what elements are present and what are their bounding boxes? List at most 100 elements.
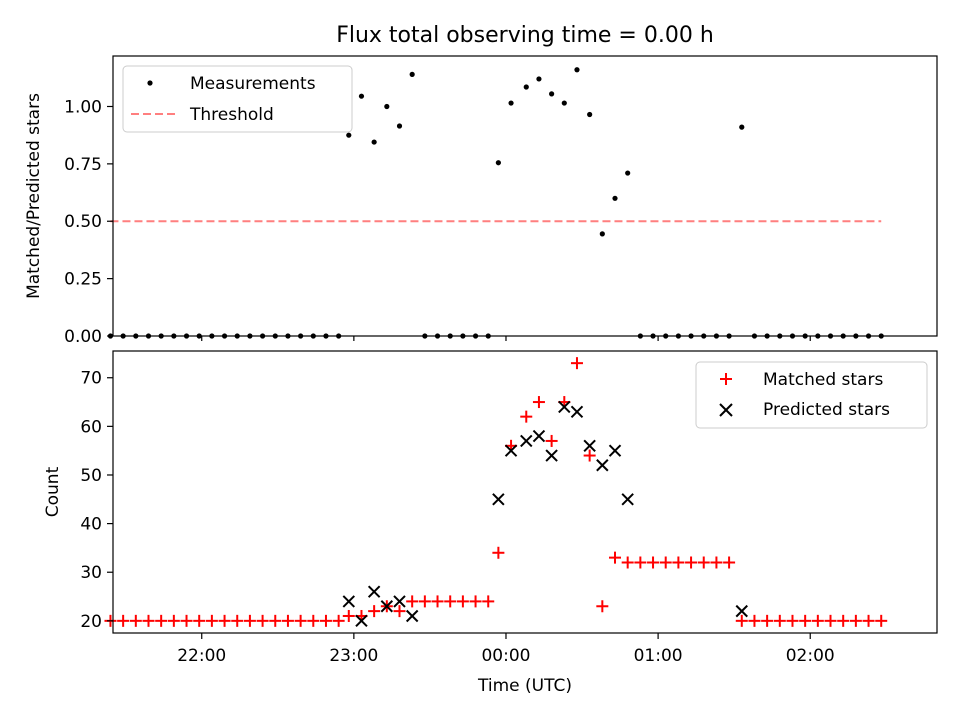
matched-star-point bbox=[761, 614, 774, 627]
top-y-tick-label: 1.00 bbox=[64, 97, 102, 117]
measurement-point bbox=[523, 84, 529, 90]
measurement-point bbox=[508, 100, 514, 106]
predicted-star-point bbox=[735, 604, 748, 618]
matched-star-point bbox=[634, 556, 647, 569]
measurement-point bbox=[599, 231, 605, 237]
matched-star-point bbox=[697, 556, 710, 569]
measurement-point bbox=[346, 132, 352, 138]
measurement-point bbox=[549, 91, 555, 97]
predicted-star-point bbox=[570, 405, 584, 418]
bottom-axes-frame bbox=[112, 350, 938, 634]
matched-star-point bbox=[129, 614, 142, 627]
predicted-star-point bbox=[380, 600, 394, 613]
bottom-data-layer bbox=[104, 357, 888, 628]
matched-star-point bbox=[205, 614, 218, 627]
matched-star-point bbox=[431, 595, 444, 608]
bottom-legend: Matched stars Predicted stars bbox=[695, 361, 928, 429]
bottom-x-tick-label: 23:00 bbox=[329, 646, 378, 666]
measurement-point bbox=[561, 100, 567, 106]
predicted-star-point bbox=[520, 434, 533, 448]
matched-star-point bbox=[799, 614, 812, 627]
matched-star-point bbox=[332, 614, 345, 627]
measurement-point bbox=[625, 170, 631, 176]
matched-legend-marker bbox=[720, 373, 732, 385]
matched-star-point bbox=[710, 556, 723, 569]
predicted-star-point bbox=[367, 585, 381, 598]
matched-star-point bbox=[418, 595, 431, 608]
measurement-point bbox=[739, 124, 745, 130]
matched-star-point bbox=[570, 357, 583, 370]
predicted-star-point bbox=[545, 449, 558, 462]
bottom-x-axis-label: Time (UTC) bbox=[477, 676, 572, 696]
matched-star-point bbox=[520, 410, 533, 423]
predicted-star-point bbox=[558, 400, 571, 414]
top-panel: 0.00 0.25 0.50 0.75 1.00 Matched/Predicted s… bbox=[24, 55, 938, 347]
matched-star-point bbox=[142, 614, 155, 627]
bottom-y-tick-label: 70 bbox=[80, 369, 102, 389]
top-y-axis: 0.00 0.25 0.50 0.75 1.00 bbox=[64, 97, 113, 347]
bottom-y-tick-label: 40 bbox=[80, 515, 102, 535]
matched-star-point bbox=[294, 614, 307, 627]
bottom-x-tick-label: 22:00 bbox=[177, 646, 226, 666]
matched-star-point bbox=[659, 556, 672, 569]
matched-star-point bbox=[319, 614, 332, 627]
top-y-tick-label: 0.00 bbox=[64, 327, 102, 347]
measurement-point bbox=[371, 139, 377, 145]
matched-star-point bbox=[786, 614, 799, 627]
top-legend: Measurements Threshold bbox=[122, 65, 353, 133]
predicted-star-point bbox=[504, 444, 518, 457]
measurement-point bbox=[536, 76, 542, 82]
bottom-y-tick-label: 20 bbox=[80, 612, 102, 632]
matched-star-point bbox=[444, 595, 457, 608]
bottom-x-tick-label: 01:00 bbox=[634, 646, 683, 666]
matched-star-point bbox=[180, 614, 193, 627]
matched-star-point bbox=[647, 556, 660, 569]
measurement-point bbox=[409, 71, 415, 77]
matched-star-point bbox=[811, 614, 824, 627]
matched-star-point bbox=[862, 614, 875, 627]
matched-star-point bbox=[393, 605, 406, 618]
bottom-x-tick-label: 00:00 bbox=[481, 646, 530, 666]
predicted-star-point bbox=[393, 595, 406, 608]
matched-star-point bbox=[583, 449, 596, 462]
matched-star-point bbox=[545, 434, 558, 447]
bottom-x-tick-label: 02:00 bbox=[786, 646, 835, 666]
matched-star-point bbox=[748, 614, 761, 627]
top-x-ticks bbox=[201, 336, 811, 341]
measurement-point bbox=[574, 67, 580, 73]
matched-star-point bbox=[482, 595, 495, 608]
matched-star-point bbox=[218, 614, 231, 627]
matched-star-point bbox=[231, 614, 244, 627]
measurements-legend-label: Measurements bbox=[190, 74, 316, 94]
matched-star-point bbox=[193, 614, 206, 627]
matched-star-point bbox=[368, 605, 381, 618]
predicted-star-point bbox=[355, 614, 368, 628]
matched-star-point bbox=[492, 546, 505, 559]
matched-star-point bbox=[167, 614, 180, 627]
matched-star-point bbox=[837, 614, 850, 627]
matched-star-point bbox=[469, 595, 482, 608]
matched-star-point bbox=[281, 614, 294, 627]
predicted-star-point bbox=[492, 493, 505, 506]
measurement-point bbox=[587, 111, 593, 118]
measurement-point bbox=[495, 160, 501, 166]
top-y-tick-label: 0.75 bbox=[64, 155, 102, 175]
bottom-y-tick-label: 50 bbox=[80, 466, 102, 486]
matched-star-point bbox=[672, 556, 685, 569]
matched-star-point bbox=[685, 556, 698, 569]
bottom-panel: 20 30 40 50 60 70 22:00 23:00 00:00 01:00 02:00 C… bbox=[43, 350, 938, 696]
predicted-star-point bbox=[405, 609, 419, 623]
measurements-legend-marker bbox=[147, 80, 153, 86]
matched-star-point bbox=[307, 614, 320, 627]
predicted-legend-label: Predicted stars bbox=[763, 400, 890, 420]
bottom-y-axis-label: Count bbox=[43, 466, 63, 517]
bottom-x-axis: 22:00 23:00 00:00 01:00 02:00 bbox=[177, 633, 835, 666]
top-y-tick-label: 0.25 bbox=[64, 270, 102, 290]
top-y-tick-label: 0.50 bbox=[64, 212, 102, 232]
predicted-star-point bbox=[532, 429, 546, 443]
matched-star-point bbox=[849, 614, 862, 627]
top-data-layer bbox=[107, 67, 884, 339]
bottom-y-tick-label: 30 bbox=[80, 563, 102, 583]
predicted-star-point bbox=[608, 444, 622, 457]
matched-star-point bbox=[773, 614, 786, 627]
